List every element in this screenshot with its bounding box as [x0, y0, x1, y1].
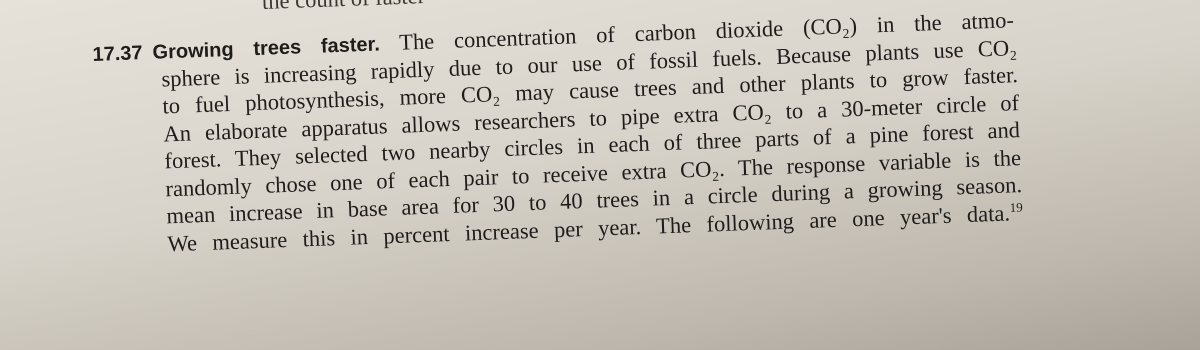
problem-number: 17.37	[92, 42, 143, 66]
cut-line: the count of faster	[262, 0, 426, 15]
footnote-ref: 19	[1009, 199, 1024, 215]
